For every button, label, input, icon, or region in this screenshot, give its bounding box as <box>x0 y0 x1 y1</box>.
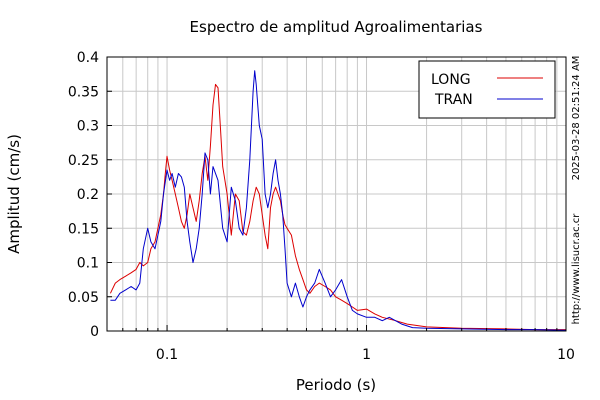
x-tick-label: 10 <box>557 347 575 363</box>
legend-label-tran: TRAN <box>434 92 473 108</box>
website-text: http://www.lisucr.ac.cr <box>571 213 582 325</box>
y-tick-label: 0.35 <box>68 84 99 100</box>
series-layer <box>109 70 567 331</box>
chart-title: Espectro de amplitud Agroalimentarias <box>190 18 483 36</box>
x-tick-label: 0.1 <box>156 347 178 363</box>
series-line-tran <box>110 70 567 331</box>
y-tick-label: 0.3 <box>77 119 99 135</box>
legend: LONG TRAN <box>418 60 556 119</box>
x-axis-label: Periodo (s) <box>296 376 376 394</box>
y-tick-label: 0.2 <box>77 187 99 203</box>
x-tick-label: 1 <box>362 347 371 363</box>
y-axis-label: Amplitud (cm/s) <box>5 134 23 254</box>
ticks: 0 0.05 0.1 0.15 0.2 0.25 0.3 0.35 0.4 0.1 1 10 <box>68 50 575 363</box>
y-tick-label: 0.4 <box>77 50 99 66</box>
legend-box <box>418 60 556 119</box>
y-tick-label: 0 <box>90 324 99 340</box>
y-tick-label: 0.05 <box>68 290 99 306</box>
timestamp-text: 2025-03-28 02:51:24 AM <box>571 56 582 181</box>
series-line-long <box>109 83 566 331</box>
y-tick-label: 0.25 <box>68 153 99 169</box>
y-tick-label: 0.15 <box>68 221 99 237</box>
legend-label-long: LONG <box>431 72 471 88</box>
y-tick-label: 0.1 <box>77 256 99 272</box>
